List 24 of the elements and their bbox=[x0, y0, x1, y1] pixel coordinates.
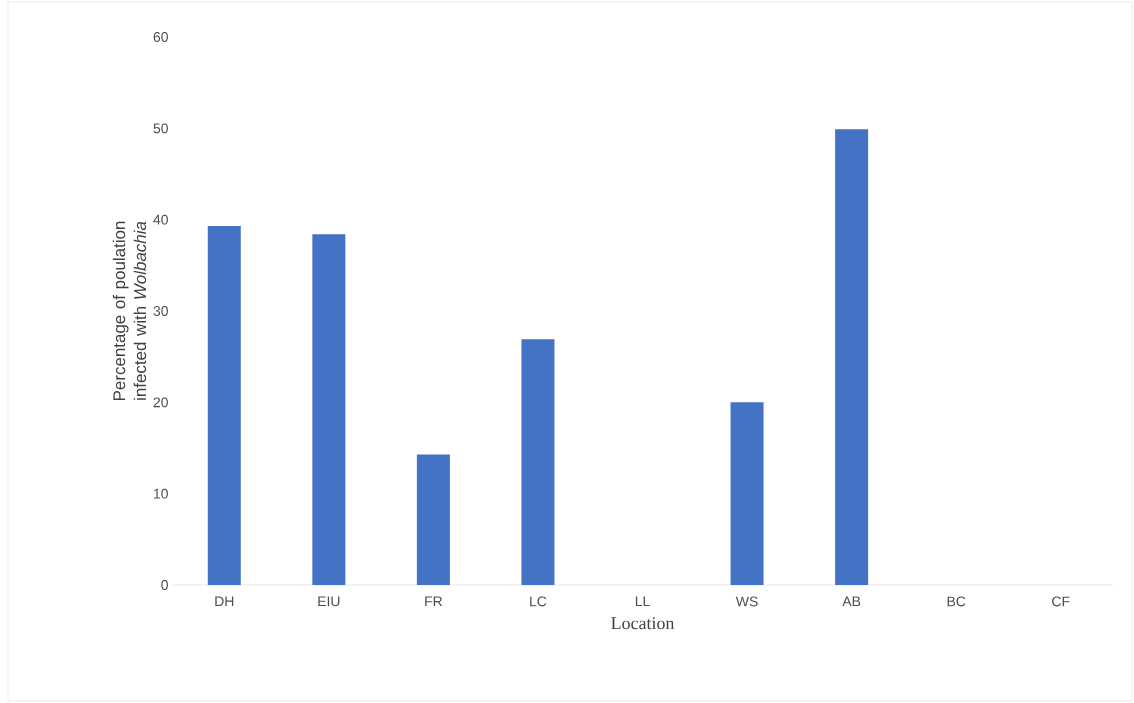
y-tick-label: 50 bbox=[153, 123, 168, 134]
x-tick-label: CF bbox=[1052, 596, 1070, 607]
y-tick-label: 20 bbox=[153, 397, 168, 408]
bar bbox=[835, 129, 869, 585]
x-tick-label: DH bbox=[215, 596, 234, 607]
x-tick-label: FR bbox=[425, 596, 443, 607]
x-tick-label: AB bbox=[842, 596, 861, 607]
x-axis-title: Location bbox=[611, 617, 675, 630]
y-tick-label: 30 bbox=[153, 306, 168, 316]
y-tick-label: 10 bbox=[154, 488, 168, 499]
bar bbox=[207, 226, 241, 585]
bar bbox=[730, 402, 764, 585]
x-tick-label: BC bbox=[947, 596, 966, 607]
x-tick-label: WS bbox=[735, 596, 758, 607]
bar bbox=[416, 454, 450, 585]
y-tick-label: 60 bbox=[153, 32, 168, 42]
y-axis-title: Percentage of poulation infected with Wolbachia bbox=[112, 221, 147, 400]
y-tick-label: 0 bbox=[161, 580, 168, 590]
bar bbox=[521, 339, 555, 585]
x-tick-label: EIU bbox=[318, 596, 340, 607]
y-tick-label: 40 bbox=[153, 214, 168, 225]
bar bbox=[312, 234, 346, 585]
x-tick-label: LC bbox=[530, 596, 547, 607]
x-tick-label: LL bbox=[635, 596, 650, 607]
